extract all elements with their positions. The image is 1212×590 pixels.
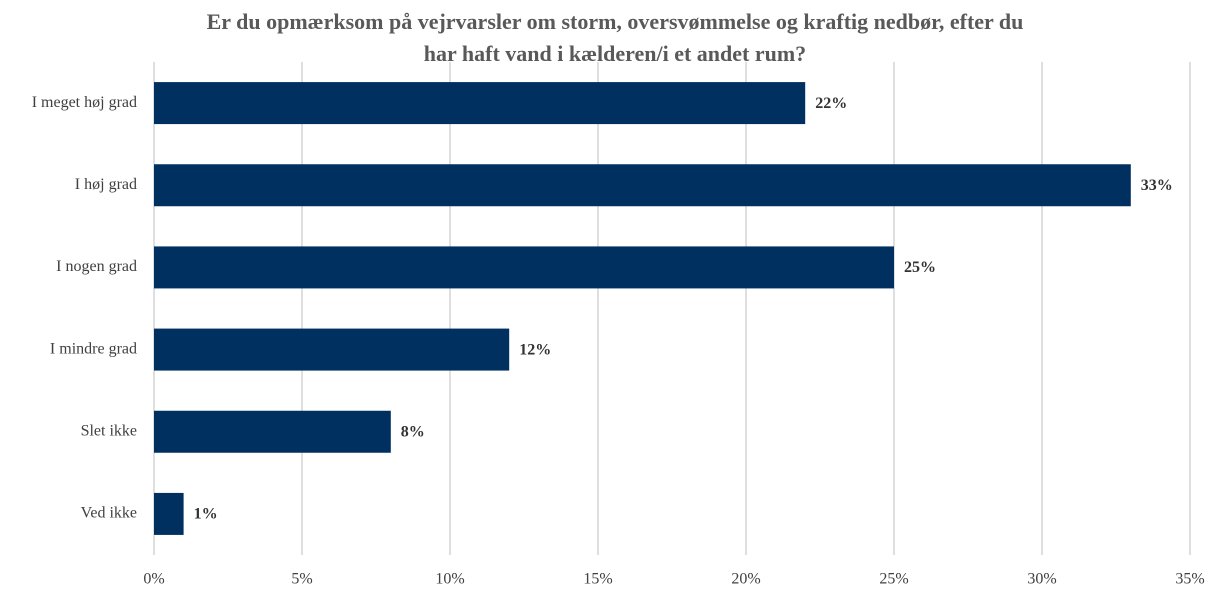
chart-title: Er du opmærksom på vejrvarsler om storm,… xyxy=(207,9,1024,34)
chart-title: har haft vand i kælderen/i et andet rum? xyxy=(424,41,806,66)
x-tick-label: 30% xyxy=(1027,571,1056,588)
y-tick-label: I nogen grad xyxy=(56,258,137,275)
bar xyxy=(154,164,1131,207)
x-tick-label: 35% xyxy=(1175,571,1204,588)
bar xyxy=(154,246,894,289)
data-label: 33% xyxy=(1141,177,1173,194)
y-tick-label: Ved ikke xyxy=(81,505,137,522)
y-tick-label: I meget høj grad xyxy=(32,94,137,111)
data-label: 22% xyxy=(815,95,847,112)
y-tick-label: I høj grad xyxy=(75,176,137,193)
y-tick-label: I mindre grad xyxy=(50,340,137,357)
x-tick-label: 5% xyxy=(291,571,312,588)
x-tick-label: 10% xyxy=(435,571,464,588)
bar xyxy=(154,82,806,125)
x-tick-label: 15% xyxy=(583,571,612,588)
x-tick-label: 20% xyxy=(731,571,760,588)
x-tick-label: 0% xyxy=(143,571,164,588)
data-label: 8% xyxy=(401,423,425,440)
bar xyxy=(154,328,510,371)
data-label: 1% xyxy=(194,506,218,523)
data-label: 25% xyxy=(904,259,936,276)
data-label: 12% xyxy=(519,341,551,358)
bar xyxy=(154,492,184,535)
y-tick-label: Slet ikke xyxy=(81,422,137,439)
x-tick-label: 25% xyxy=(879,571,908,588)
bar xyxy=(154,410,391,453)
